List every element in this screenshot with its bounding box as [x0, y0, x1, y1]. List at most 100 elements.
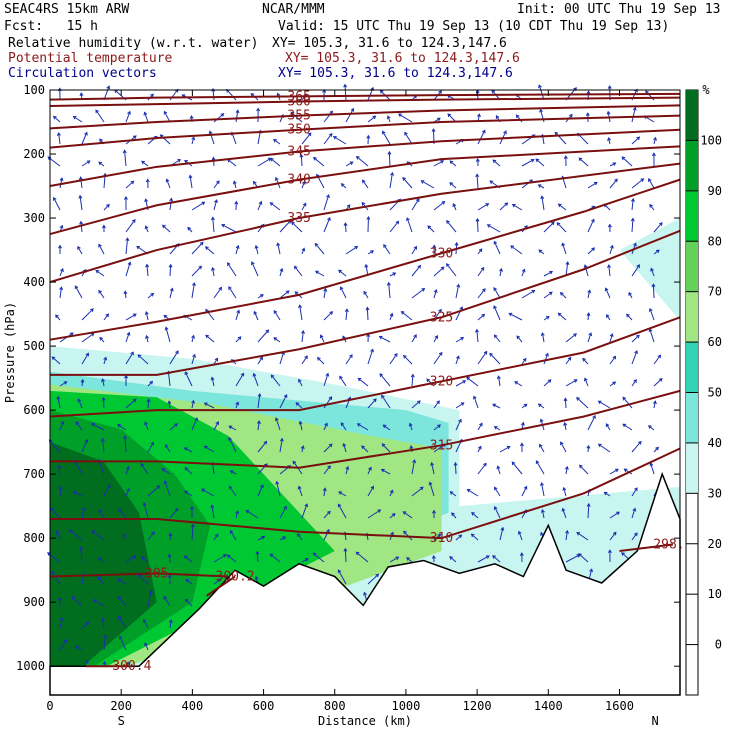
vector-arrow [361, 445, 369, 453]
vector-arrow-head [322, 487, 327, 492]
vector-arrow-head [636, 136, 641, 141]
vector-arrow-head [294, 291, 299, 295]
vector-arrow [338, 504, 347, 519]
vector-arrow [184, 555, 193, 563]
vector-arrow-head [218, 286, 223, 291]
vector-arrow [95, 270, 105, 277]
vector-arrow [477, 423, 483, 431]
vector-arrow-head [80, 378, 85, 383]
vector-arrow-head [220, 113, 225, 117]
field-vectors-name: Circulation vectors [8, 66, 157, 81]
x-tick-label: 200 [110, 699, 132, 713]
vector-arrow-head [506, 445, 511, 450]
vector-arrow-head [132, 135, 137, 139]
vector-arrow-head [562, 486, 567, 491]
vector-arrow-head [191, 334, 195, 339]
vector-arrow [141, 160, 149, 167]
field-vectors-xy: XY= 105.3, 31.6 to 124.3,147.6 [278, 66, 513, 81]
vector-arrow-head [175, 350, 179, 355]
vector-arrow [213, 554, 227, 563]
vector-arrow [421, 180, 435, 189]
vector-arrow [401, 311, 413, 321]
x-tick-label: 1200 [463, 699, 492, 713]
vector-arrow [340, 422, 347, 431]
vector-arrow-head [127, 261, 132, 266]
vector-arrow [631, 198, 634, 211]
vector-arrow-head [485, 555, 490, 559]
vector-arrow-head [69, 332, 74, 337]
vector-arrow-head [275, 480, 280, 485]
vector-arrow [55, 314, 61, 321]
vector-arrow [406, 217, 413, 233]
vector-arrow-head [554, 131, 559, 136]
vector-arrow-head [340, 183, 345, 187]
vector-arrow [403, 511, 413, 519]
vector-arrow-head [329, 311, 334, 315]
vector-arrow [543, 291, 553, 299]
x-tick-label: 800 [324, 699, 346, 713]
vector-arrow [297, 533, 303, 541]
vector-arrow [356, 551, 369, 563]
vector-arrow [538, 249, 545, 255]
vector-arrow-head [515, 114, 520, 119]
vector-arrow-head [343, 83, 348, 88]
vector-arrow [169, 619, 172, 629]
vector-arrow-head [191, 136, 196, 141]
vector-arrow [431, 462, 435, 475]
vector-arrow-head [342, 335, 346, 340]
vector-arrow-head [183, 447, 188, 451]
vector-arrow [294, 265, 303, 277]
vector-arrow [299, 421, 303, 431]
vector-arrow-head [493, 334, 498, 339]
vector-arrow-head [557, 203, 562, 208]
vector-arrow-head [302, 202, 307, 207]
vector-arrow [433, 335, 438, 343]
vector-arrow-head [417, 264, 422, 269]
vector-arrow-head [298, 378, 302, 383]
vector-arrow-head [255, 550, 260, 555]
vector-arrow [388, 151, 391, 167]
vector-arrow-head [118, 616, 122, 620]
vector-arrow-head [483, 462, 487, 467]
vector-arrow-head [633, 379, 637, 383]
vector-arrow [189, 175, 193, 189]
vector-arrow-head [493, 305, 497, 310]
vector-arrow [649, 328, 655, 343]
vector-arrow-head [545, 352, 549, 357]
vector-arrow-head [145, 334, 149, 339]
vector-arrow-head [192, 353, 196, 358]
vector-arrow-head [355, 155, 360, 160]
vector-arrow-head [522, 357, 527, 362]
vector-arrow [257, 484, 264, 497]
theta-contour-345 [49, 128, 681, 188]
vector-arrow-head [632, 106, 637, 111]
vector-arrow-head [540, 531, 544, 536]
vector-arrow [609, 178, 618, 189]
vector-arrow [213, 287, 222, 299]
vector-arrow [518, 531, 523, 541]
vector-arrow [323, 488, 326, 497]
vector-arrow [543, 271, 553, 277]
vector-arrow [366, 307, 369, 321]
vector-arrow-head [269, 553, 274, 558]
vector-arrow [598, 400, 611, 409]
vector-arrow [279, 536, 286, 541]
vector-arrow-head [214, 533, 219, 538]
y-tick-label: 600 [23, 403, 45, 417]
vector-arrow-head [478, 248, 483, 253]
vector-arrow [631, 350, 638, 365]
vector-arrow [576, 532, 589, 541]
vector-arrow-head [382, 424, 387, 429]
vector-arrow [235, 110, 239, 123]
vector-arrow-head [146, 398, 151, 403]
vector-arrow [345, 309, 348, 321]
vector-arrow [270, 158, 281, 167]
vector-arrow [563, 487, 567, 497]
vector-arrow-head [215, 421, 220, 425]
vector-arrow-head [636, 264, 640, 269]
vector-arrow-head [633, 242, 637, 247]
vector-arrow-head [434, 334, 439, 339]
vector-arrow-head [201, 488, 205, 493]
vector-arrow-head [273, 337, 278, 341]
vector-arrow [253, 373, 259, 387]
